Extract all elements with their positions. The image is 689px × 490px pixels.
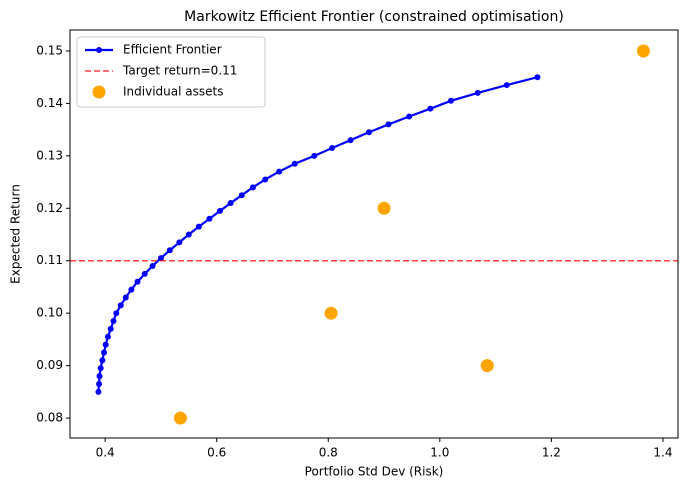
frontier-point [117, 302, 124, 309]
axes-frame [69, 29, 679, 439]
frontier-point [95, 388, 102, 395]
frontier-point [101, 349, 108, 356]
frontier-point [157, 255, 164, 262]
y-axis-label: Expected Return [9, 184, 23, 284]
frontier-point [195, 223, 202, 230]
frontier-point [134, 278, 141, 285]
frontier-point [107, 325, 114, 332]
x-tick-label: 0.6 [207, 446, 226, 460]
asset-point [173, 411, 187, 425]
frontier-point [385, 121, 392, 128]
asset-point [480, 359, 494, 373]
legend-box [76, 36, 266, 108]
y-tick-label: 0.15 [36, 43, 63, 57]
frontier-point [97, 365, 104, 372]
frontier-point [149, 262, 156, 269]
frontier-point [206, 215, 213, 222]
frontier-point [96, 373, 103, 380]
frontier-point [503, 82, 510, 89]
frontier-point [217, 207, 224, 214]
frontier-point [311, 152, 318, 159]
legend-label: Target return=0.11 [122, 64, 237, 78]
frontier-point [166, 247, 173, 254]
y-tick-label: 0.14 [36, 96, 63, 110]
frontier-point [185, 231, 192, 238]
y-tick-label: 0.08 [36, 411, 63, 425]
asset-point [377, 201, 391, 215]
frontier-point [249, 184, 256, 191]
frontier-point [427, 105, 434, 112]
frontier-point [406, 113, 413, 120]
frontier-point [110, 318, 117, 325]
frontier-point [122, 294, 129, 301]
frontier-point [238, 192, 245, 199]
frontier-point [176, 239, 183, 246]
chart-title: Markowitz Efficient Frontier (constraine… [184, 9, 564, 25]
y-tick-label: 0.12 [36, 201, 63, 215]
y-tick-label: 0.10 [36, 306, 63, 320]
frontier-point [329, 144, 336, 151]
frontier-line [97, 76, 538, 392]
y-tick-label: 0.13 [36, 148, 63, 162]
asset-point [324, 306, 338, 320]
frontier-point [262, 176, 269, 183]
frontier-point [96, 380, 103, 387]
frontier-point [276, 168, 283, 175]
x-tick-label: 0.4 [96, 446, 115, 460]
frontier-point [113, 310, 120, 317]
x-tick-label: 1.2 [542, 446, 561, 460]
frontier-point [474, 89, 481, 96]
frontier-point [227, 200, 234, 207]
frontier-point [365, 129, 372, 136]
asset-point [636, 44, 650, 58]
frontier-point [128, 286, 135, 293]
legend-swatch-marker [96, 47, 102, 53]
frontier-point [447, 97, 454, 104]
frontier-point [102, 341, 109, 348]
frontier-point [99, 357, 106, 364]
plot-area [70, 44, 678, 425]
y-tick-label: 0.09 [36, 358, 63, 372]
frontier-point [104, 333, 111, 340]
y-tick-label: 0.11 [36, 253, 63, 267]
legend-swatch [92, 85, 106, 99]
frontier-point [534, 74, 541, 81]
frontier-point [291, 160, 298, 167]
x-tick-label: 1.4 [653, 446, 672, 460]
frontier-point [141, 270, 148, 277]
x-tick-label: 1.0 [430, 446, 449, 460]
x-axis-label: Portfolio Std Dev (Risk) [305, 465, 444, 479]
legend-label: Individual assets [123, 85, 223, 99]
x-tick-label: 0.8 [319, 446, 338, 460]
frontier-point [347, 137, 354, 144]
legend-label: Efficient Frontier [123, 43, 222, 57]
